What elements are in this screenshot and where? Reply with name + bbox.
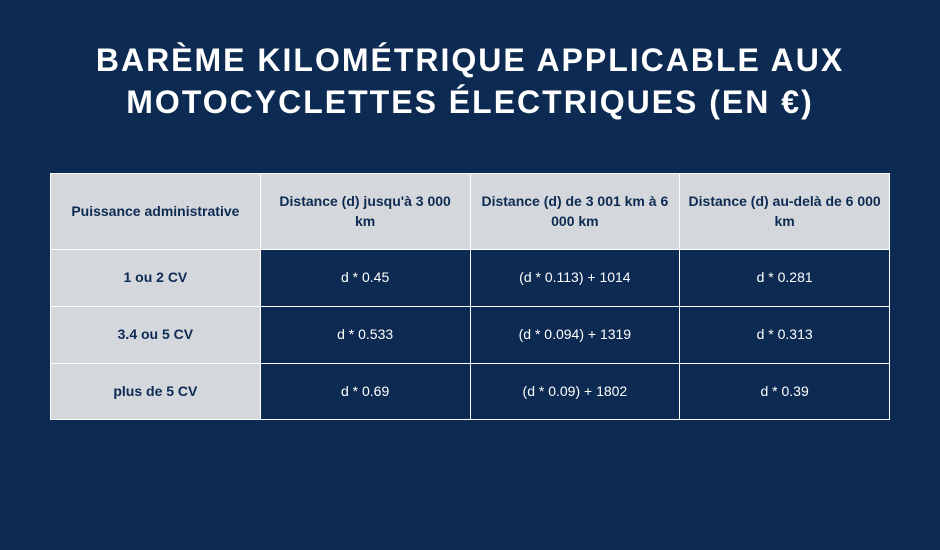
row-label: plus de 5 CV bbox=[51, 363, 261, 420]
cell: (d * 0.113) + 1014 bbox=[470, 250, 680, 307]
col-header-dist-1: Distance (d) jusqu'à 3 000 km bbox=[260, 174, 470, 250]
col-header-dist-2: Distance (d) de 3 001 km à 6 000 km bbox=[470, 174, 680, 250]
col-header-dist-3: Distance (d) au-delà de 6 000 km bbox=[680, 174, 890, 250]
cell: (d * 0.09) + 1802 bbox=[470, 363, 680, 420]
cell: (d * 0.094) + 1319 bbox=[470, 306, 680, 363]
table-header-row: Puissance administrative Distance (d) ju… bbox=[51, 174, 890, 250]
cell: d * 0.39 bbox=[680, 363, 890, 420]
cell: d * 0.313 bbox=[680, 306, 890, 363]
rate-table: Puissance administrative Distance (d) ju… bbox=[50, 173, 890, 420]
table-row: 3.4 ou 5 CV d * 0.533 (d * 0.094) + 1319… bbox=[51, 306, 890, 363]
page-title: BARÈME KILOMÉTRIQUE APPLICABLE AUX MOTOC… bbox=[50, 40, 890, 123]
table-row: plus de 5 CV d * 0.69 (d * 0.09) + 1802 … bbox=[51, 363, 890, 420]
cell: d * 0.45 bbox=[260, 250, 470, 307]
row-label: 1 ou 2 CV bbox=[51, 250, 261, 307]
col-header-power: Puissance administrative bbox=[51, 174, 261, 250]
cell: d * 0.69 bbox=[260, 363, 470, 420]
row-label: 3.4 ou 5 CV bbox=[51, 306, 261, 363]
table-row: 1 ou 2 CV d * 0.45 (d * 0.113) + 1014 d … bbox=[51, 250, 890, 307]
cell: d * 0.533 bbox=[260, 306, 470, 363]
page: BARÈME KILOMÉTRIQUE APPLICABLE AUX MOTOC… bbox=[0, 0, 940, 550]
cell: d * 0.281 bbox=[680, 250, 890, 307]
